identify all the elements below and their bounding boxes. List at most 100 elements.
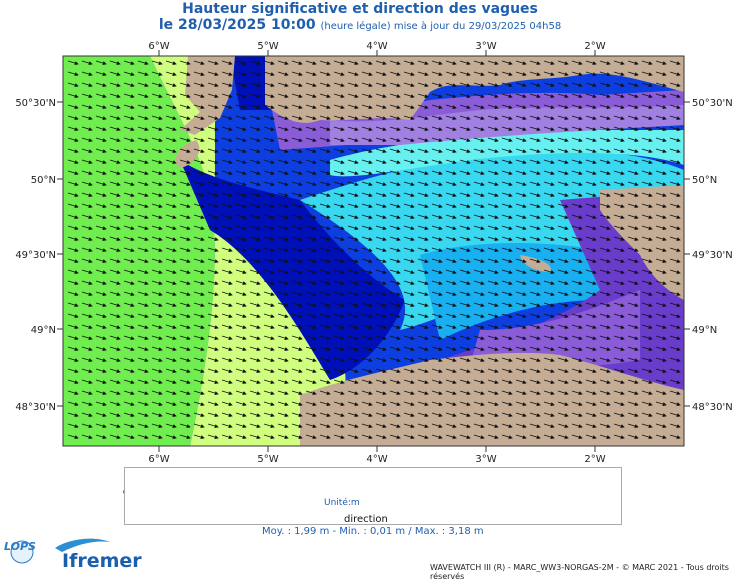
direction-arrow — [431, 214, 443, 219]
direction-arrow — [291, 93, 303, 98]
direction-arrow — [529, 126, 541, 131]
direction-arrow — [557, 71, 569, 76]
direction-arrow — [585, 82, 597, 87]
direction-arrow — [249, 269, 261, 274]
direction-arrow — [249, 203, 261, 208]
direction-arrow — [221, 93, 233, 98]
direction-arrow — [515, 60, 527, 65]
direction-arrow — [277, 148, 289, 153]
direction-arrow — [263, 225, 275, 230]
latitude-axis-right: 50°30'N 50°N 49°30'N 49°N 48°30'N — [684, 98, 733, 413]
direction-arrow — [179, 104, 191, 109]
direction-arrow — [501, 137, 513, 142]
direction-arrow — [277, 71, 289, 76]
direction-arrow — [361, 225, 373, 230]
direction-arrow — [151, 203, 163, 208]
direction-arrow — [515, 203, 527, 208]
direction-arrow — [585, 137, 597, 142]
direction-arrow — [319, 181, 331, 186]
direction-arrow — [137, 247, 149, 252]
direction-arrow — [361, 159, 373, 164]
direction-arrow — [417, 203, 429, 208]
direction-arrow — [319, 93, 331, 98]
direction-arrow — [459, 60, 471, 65]
direction-arrow — [543, 203, 555, 208]
direction-arrow — [361, 181, 373, 186]
direction-arrow — [655, 247, 667, 252]
direction-arrow — [403, 159, 415, 164]
direction-arrow — [571, 214, 583, 219]
direction-arrow — [333, 159, 345, 164]
direction-arrow — [445, 71, 457, 76]
direction-arrow — [669, 203, 681, 208]
direction-arrow — [137, 203, 149, 208]
direction-arrow — [459, 104, 471, 109]
direction-arrow — [487, 115, 499, 120]
direction-arrow — [627, 225, 639, 230]
direction-arrow — [515, 137, 527, 142]
direction-arrow — [655, 126, 667, 131]
direction-arrow — [403, 247, 415, 252]
direction-arrow — [431, 126, 443, 131]
direction-arrow — [67, 269, 79, 274]
direction-arrow — [193, 247, 205, 252]
direction-arrow — [445, 170, 457, 175]
direction-arrow — [585, 225, 597, 230]
direction-arrow — [81, 82, 93, 87]
direction-arrow — [557, 214, 569, 219]
direction-arrow — [151, 236, 163, 241]
direction-arrow — [361, 137, 373, 142]
direction-arrow — [249, 159, 261, 164]
direction-arrow — [333, 214, 345, 219]
direction-arrow — [417, 258, 429, 263]
direction-arrow — [641, 115, 653, 120]
direction-arrow — [445, 192, 457, 197]
direction-arrow — [137, 60, 149, 65]
direction-arrow — [585, 126, 597, 131]
direction-arrow — [515, 258, 527, 263]
direction-arrow — [501, 71, 513, 76]
direction-arrow — [431, 93, 443, 98]
direction-arrow — [193, 104, 205, 109]
direction-arrow — [319, 82, 331, 87]
direction-arrow — [613, 148, 625, 153]
direction-arrow — [347, 225, 359, 230]
direction-arrow — [221, 269, 233, 274]
direction-arrow — [207, 225, 219, 230]
direction-arrow — [417, 247, 429, 252]
direction-arrow — [613, 225, 625, 230]
direction-arrow — [235, 170, 247, 175]
direction-arrow — [277, 247, 289, 252]
direction-arrow — [277, 258, 289, 263]
direction-arrow — [179, 148, 191, 153]
direction-arrow — [207, 60, 219, 65]
direction-arrow — [417, 104, 429, 109]
direction-arrow — [137, 159, 149, 164]
direction-arrow — [151, 115, 163, 120]
direction-arrow — [109, 126, 121, 131]
direction-arrow — [221, 71, 233, 76]
direction-arrow — [389, 203, 401, 208]
direction-arrow — [179, 225, 191, 230]
direction-arrow — [277, 82, 289, 87]
direction-arrow — [599, 126, 611, 131]
direction-arrow — [431, 60, 443, 65]
direction-arrow — [431, 148, 443, 153]
direction-arrow — [305, 104, 317, 109]
direction-arrow — [263, 115, 275, 120]
direction-arrow — [263, 148, 275, 153]
direction-arrow — [403, 71, 415, 76]
direction-arrow — [445, 258, 457, 263]
direction-arrow — [543, 60, 555, 65]
direction-arrows — [67, 60, 681, 439]
direction-arrow — [193, 82, 205, 87]
direction-arrow — [95, 148, 107, 153]
direction-arrow — [389, 170, 401, 175]
direction-arrow — [571, 247, 583, 252]
direction-arrow — [375, 148, 387, 153]
direction-arrow — [319, 115, 331, 120]
direction-arrow — [487, 258, 499, 263]
direction-arrow — [445, 104, 457, 109]
direction-arrow — [599, 60, 611, 65]
direction-arrow — [431, 181, 443, 186]
